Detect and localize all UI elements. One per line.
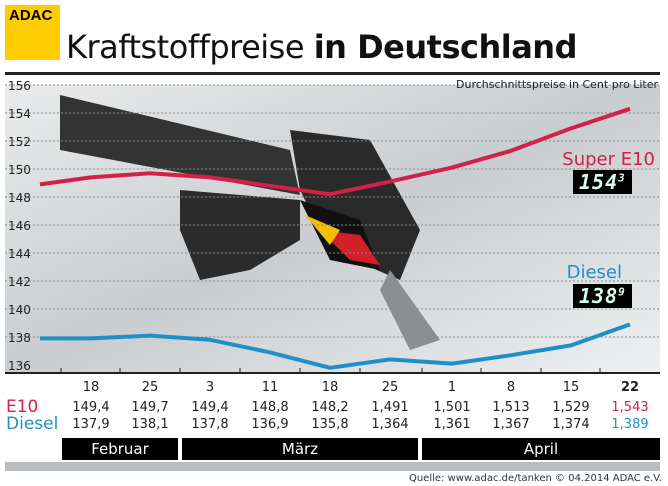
- table-cell: 136,9: [251, 417, 289, 432]
- page-title: Kraftstoffpreise in Deutschland: [66, 28, 577, 66]
- table-cell: 22: [620, 380, 640, 395]
- y-tick-label: 152: [8, 135, 31, 149]
- table-cell: 8: [506, 380, 516, 395]
- table-cell: 135,8: [311, 417, 349, 432]
- e10-row-label: E10: [6, 397, 39, 417]
- table-cell: 148,8: [251, 400, 289, 415]
- table-cell: 1,501: [433, 400, 471, 415]
- e10-row: E10 149,4 149,7 149,4 148,8 148,2 1,491 1,501 1,…: [0, 397, 668, 418]
- table-cell: 149,7: [131, 400, 169, 415]
- diesel-series-label: Diesel: [567, 262, 622, 283]
- diesel-display-main: 138: [579, 284, 619, 308]
- e10-display-sup: 3: [618, 171, 626, 185]
- y-tick-label: 150: [8, 163, 31, 177]
- source-credit: Quelle: www.adac.de/tanken © 04.2014 ADA…: [408, 473, 662, 484]
- y-tick-label: 142: [8, 275, 31, 289]
- adac-logo: ADAC: [5, 5, 60, 60]
- table-cell: 1,364: [371, 417, 409, 432]
- diesel-row: Diesel 137,9 138,1 137,8 136,9 135,8 1,364 1,36…: [0, 414, 668, 435]
- chart-subtitle: Durchschnittspreise in Cent pro Liter: [456, 78, 658, 91]
- diesel-row-label: Diesel: [6, 414, 59, 434]
- divider: [5, 72, 660, 75]
- month-april: April: [422, 438, 660, 460]
- diesel-price-display: 1389: [573, 284, 632, 308]
- fuel-nozzle-image: [60, 95, 440, 350]
- table-cell: 1,389: [611, 417, 649, 432]
- y-tick-label: 146: [8, 219, 31, 233]
- table-cell: 25: [381, 380, 399, 395]
- footer-bar: [5, 462, 660, 471]
- diesel-display-sup: 9: [618, 285, 626, 299]
- table-cell: 1,361: [433, 417, 471, 432]
- table-cell: 18: [82, 380, 100, 395]
- table-cell: 11: [261, 380, 279, 395]
- table-cell: 137,9: [72, 417, 110, 432]
- table-cell: 137,8: [191, 417, 229, 432]
- table-cell: 148,2: [311, 400, 349, 415]
- table-cell: 18: [321, 380, 339, 395]
- table-cell: 1,491: [371, 400, 409, 415]
- title-light: Kraftstoffpreise: [66, 28, 305, 66]
- table-cell: 25: [141, 380, 159, 395]
- y-tick-label: 156: [8, 79, 31, 93]
- table-cell: 149,4: [191, 400, 229, 415]
- table-cell: 1,513: [492, 400, 530, 415]
- logo-text: ADAC: [9, 7, 53, 24]
- e10-series-label: Super E10: [562, 149, 655, 170]
- line-chart: 136 138 140 142 144 146 148 150 152 154 156 Super …: [5, 79, 660, 374]
- date-row: 18 25 3 11 18 25 1 8 15 22: [0, 380, 668, 398]
- month-maerz: März: [182, 438, 418, 460]
- table-cell: 149,4: [72, 400, 110, 415]
- table-cell: 138,1: [131, 417, 169, 432]
- table-cell: 1,543: [611, 400, 649, 415]
- title-bold: in Deutschland: [313, 28, 578, 66]
- table-cell: 1,529: [552, 400, 590, 415]
- table-cell: 1,367: [492, 417, 530, 432]
- y-tick-label: 140: [8, 303, 31, 317]
- table-cell: 1,374: [552, 417, 590, 432]
- y-tick-label: 148: [8, 191, 31, 205]
- table-cell: 15: [562, 380, 580, 395]
- month-februar: Februar: [62, 438, 178, 460]
- y-tick-label: 136: [8, 359, 31, 373]
- table-cell: 1: [447, 380, 457, 395]
- y-tick-label: 144: [8, 247, 31, 261]
- e10-price-display: 1543: [573, 170, 632, 194]
- table-cell: 3: [205, 380, 215, 395]
- y-tick-label: 138: [8, 331, 31, 345]
- e10-display-main: 154: [579, 170, 619, 194]
- y-tick-label: 154: [8, 107, 31, 121]
